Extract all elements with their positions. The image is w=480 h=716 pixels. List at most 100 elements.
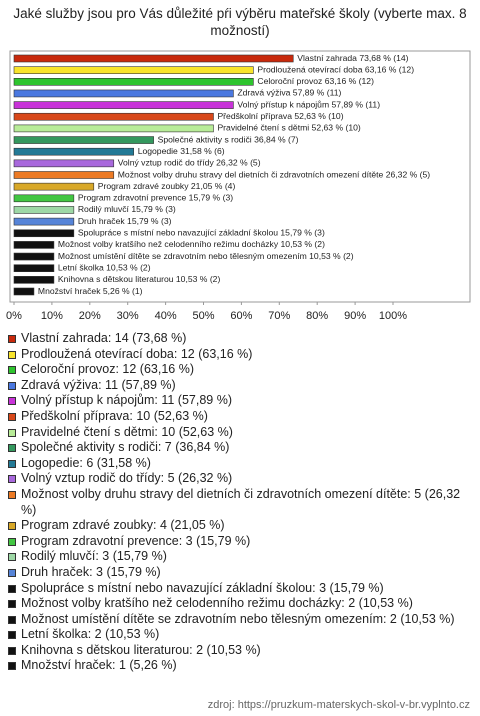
x-tick-label: 30% bbox=[117, 310, 139, 322]
bar bbox=[13, 229, 75, 238]
legend-item: Společné aktivity s rodiči: 7 (36,84 %) bbox=[8, 440, 472, 456]
legend-label: Volný přístup k nápojům: 11 (57,89 %) bbox=[21, 393, 232, 408]
legend-marker bbox=[8, 662, 16, 671]
legend-marker bbox=[8, 568, 16, 577]
bar bbox=[13, 287, 35, 296]
legend-label: Knihovna s dětskou literaturou: 2 (10,53… bbox=[21, 642, 261, 657]
legend-marker bbox=[8, 381, 16, 390]
legend-item: Celoroční provoz: 12 (63,16 %) bbox=[8, 362, 472, 378]
legend-item: Možnost volby druhu stravy del dietních … bbox=[8, 487, 472, 518]
value-label: Logopedie 31,58 % (6) bbox=[138, 146, 225, 156]
legend-label: Prodloužená otevírací doba: 12 (63,16 %) bbox=[21, 346, 253, 361]
source: zdroj: https://pruzkum-materskych-skol-v… bbox=[207, 699, 470, 711]
x-tick-label: 0% bbox=[6, 310, 22, 322]
legend-label: Program zdravé zoubky: 4 (21,05 %) bbox=[21, 518, 225, 533]
legend-label: Předškolní příprava: 10 (52,63 %) bbox=[21, 408, 208, 423]
legend-item: Volný přístup k nápojům: 11 (57,89 %) bbox=[8, 393, 472, 409]
value-label: Předškolní příprava 52,63 % (10) bbox=[217, 111, 343, 121]
bar bbox=[13, 264, 55, 273]
chart-title: Jaké služby jsou pro Vás důležité pŕi vý… bbox=[13, 6, 467, 38]
legend-label: Druh hraček: 3 (15,79 %) bbox=[21, 564, 161, 579]
legend-label: Pravidelné čtení s dětmi: 10 (52,63 %) bbox=[21, 424, 233, 439]
value-label: Možnost volby druhu stravy del dietních … bbox=[118, 169, 431, 179]
legend-item: Letní školka: 2 (10,53 %) bbox=[8, 627, 472, 643]
legend-label: Celoroční provoz: 12 (63,16 %) bbox=[21, 362, 195, 377]
bar bbox=[13, 112, 214, 121]
bar bbox=[13, 276, 55, 284]
legend-label: Zdravá výživa: 11 (57,89 %) bbox=[21, 377, 176, 392]
legend-marker bbox=[8, 490, 16, 499]
legend-item: Volný vztup rodič do třídy: 5 (26,32 %) bbox=[8, 471, 472, 487]
legend-label: Množství hraček: 1 (5,26 %) bbox=[21, 658, 177, 673]
value-label: Prodloužená otevírací doba 63,16 % (12) bbox=[257, 64, 414, 74]
bar bbox=[13, 217, 75, 226]
legend-label: Vlastní zahrada: 14 (73,68 %) bbox=[21, 331, 187, 345]
bar bbox=[13, 252, 55, 261]
bar bbox=[13, 182, 95, 191]
value-label: Celoroční provoz 63,16 % (12) bbox=[257, 76, 374, 86]
legend-label: Letní školka: 2 (10,53 %) bbox=[21, 627, 160, 642]
value-label: Program zdravé zoubky 21,05 % (4) bbox=[98, 181, 236, 191]
x-tick-label: 20% bbox=[79, 310, 101, 322]
legend-item: Spolupráce s místní nebo navazující zákl… bbox=[8, 581, 472, 597]
bar bbox=[13, 78, 254, 86]
value-label: Možnost umístění dítěte se zdravotním ne… bbox=[58, 251, 354, 261]
bar bbox=[13, 89, 234, 98]
x-tick-label: 80% bbox=[306, 310, 328, 322]
legend-marker bbox=[8, 366, 16, 375]
legend-marker bbox=[8, 475, 16, 484]
legend: Vlastní zahrada: 14 (73,68 %) Prodloužená… bbox=[8, 331, 472, 674]
legend-item: Zdravá výživa: 11 (57,89 %) bbox=[8, 378, 472, 394]
legend-marker bbox=[8, 412, 16, 421]
legend-marker bbox=[8, 615, 16, 624]
x-tick-label: 40% bbox=[155, 310, 177, 322]
bar bbox=[13, 147, 134, 156]
legend-marker bbox=[8, 522, 16, 531]
legend-item: Program zdravotní prevence: 3 (15,79 %) bbox=[8, 534, 472, 550]
bar bbox=[13, 66, 254, 74]
value-label: Rodilý mluvčí 15,79 % (3) bbox=[78, 204, 176, 214]
value-label: Pravidelné čtení s dětmi 52,63 % (10) bbox=[217, 123, 360, 133]
legend-item: Možnost umístění dítěte se zdravotním ne… bbox=[8, 612, 472, 628]
legend-label: Rodilý mluvčí: 3 (15,79 %) bbox=[21, 549, 167, 564]
value-label: Vlastní zahrada 73,68 % (14) bbox=[297, 53, 408, 63]
legend-item: Vlastní zahrada: 14 (73,68 %) bbox=[8, 331, 472, 347]
legend-item: Prodloužená otevírací doba: 12 (63,16 %) bbox=[8, 347, 472, 363]
bar bbox=[13, 241, 55, 249]
legend-item: Množství hraček: 1 (5,26 %) bbox=[8, 658, 472, 674]
legend-item: Knihovna s dětskou literaturou: 2 (10,53… bbox=[8, 643, 472, 659]
legend-label: Spolupráce s místní nebo navazující zákl… bbox=[21, 580, 384, 595]
legend-item: Možnost volby kratšího než celodenního r… bbox=[8, 596, 472, 612]
legend-label: Logopedie: 6 (31,58 %) bbox=[21, 455, 151, 470]
x-tick-label: 60% bbox=[230, 310, 252, 322]
legend-marker bbox=[8, 428, 16, 437]
value-label: Zdravá výživa 57,89 % (11) bbox=[237, 88, 341, 98]
legend-marker bbox=[8, 350, 16, 359]
legend-item: Pravidelné čtení s dětmi: 10 (52,63 %) bbox=[8, 425, 472, 441]
bar bbox=[13, 124, 214, 133]
legend-marker bbox=[8, 444, 16, 453]
bar bbox=[13, 159, 115, 168]
legend-marker bbox=[8, 584, 16, 593]
x-tick-label: 100% bbox=[379, 310, 407, 322]
value-label: Program zdravotní prevence 15,79 % (3) bbox=[78, 193, 233, 203]
legend-marker bbox=[8, 600, 16, 609]
bar bbox=[13, 206, 75, 214]
value-label: Množství hraček 5,26 % (1) bbox=[38, 286, 143, 296]
legend-item: Druh hraček: 3 (15,79 %) bbox=[8, 565, 472, 581]
value-label: Druh hraček 15,79 % (3) bbox=[78, 216, 172, 226]
bar bbox=[13, 136, 154, 144]
bar bbox=[13, 194, 75, 203]
x-tick-label: 50% bbox=[192, 310, 214, 322]
value-label: Společné aktivity s rodiči 36,84 % (7) bbox=[158, 134, 299, 144]
x-tick-label: 70% bbox=[268, 310, 290, 322]
legend-label: Volný vztup rodič do třídy: 5 (26,32 %) bbox=[21, 471, 233, 486]
x-tick-label: 90% bbox=[344, 310, 366, 322]
bar bbox=[13, 54, 294, 63]
legend-marker bbox=[8, 397, 16, 406]
bar bbox=[13, 171, 115, 179]
value-label: Volný přístup k nápojům 57,89 % (11) bbox=[237, 99, 380, 109]
value-label: Možnost volby kratšího než celodenního r… bbox=[58, 239, 325, 249]
legend-label: Možnost umístění dítěte se zdravotním ne… bbox=[21, 611, 455, 626]
